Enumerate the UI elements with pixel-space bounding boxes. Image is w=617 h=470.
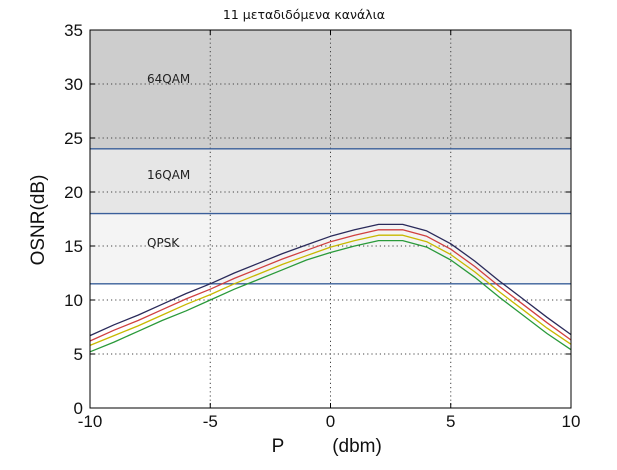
x-axis-label-end: (dbm) — [332, 436, 382, 457]
y-tick-label-2: 10 — [64, 291, 83, 310]
y-tick-label-7: 35 — [64, 21, 83, 40]
chart-title: 11 μεταδιδόμενα κανάλια — [223, 7, 385, 22]
y-tick-label-6: 30 — [64, 75, 83, 94]
region-label-qpsk: QPSK — [147, 236, 180, 250]
series-line-0 — [89, 223, 572, 337]
x-tick-label-2: 0 — [326, 412, 335, 431]
threshold-lines — [90, 148, 571, 285]
axis-ticks: -10 -5 0 5 10 0 5 10 15 20 25 30 35 — [64, 21, 580, 431]
x-tick-label-1: -5 — [203, 412, 218, 431]
y-tick-label-3: 15 — [64, 237, 83, 256]
y-tick-label-1: 5 — [74, 345, 83, 364]
x-tick-label-0: -10 — [78, 412, 103, 431]
series-line-3 — [89, 239, 572, 353]
region-labels: 64QAM 16QAM QPSK — [147, 72, 190, 250]
y-tick-label-0: 0 — [74, 399, 83, 418]
series-line-2 — [89, 234, 572, 347]
x-axis-label-start: P — [272, 436, 285, 457]
region-label-16qam: 16QAM — [147, 168, 190, 182]
series-line-1 — [89, 229, 572, 342]
x-tick-label-4: 10 — [562, 412, 581, 431]
y-tick-label-4: 20 — [64, 183, 83, 202]
y-axis-label: OSNR(dB) — [28, 175, 49, 266]
x-tick-label-3: 5 — [446, 412, 455, 431]
region-label-64qam: 64QAM — [147, 72, 190, 86]
y-tick-label-5: 25 — [64, 129, 83, 148]
series-lines — [89, 223, 572, 353]
